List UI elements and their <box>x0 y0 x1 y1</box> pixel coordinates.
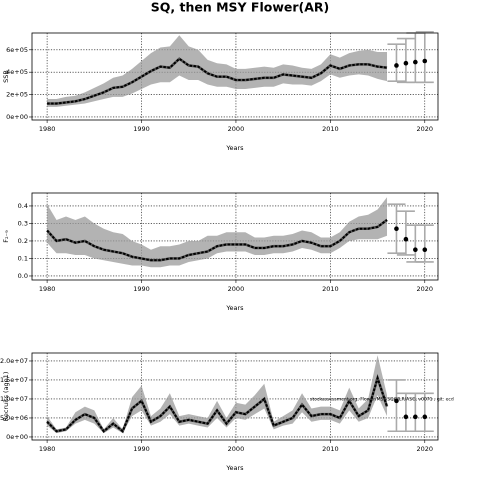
confidence-band <box>47 35 388 107</box>
y-tick-label: 0.1 <box>18 254 28 262</box>
x-tick-label: 1980 <box>39 445 56 453</box>
plot-frame <box>31 352 439 441</box>
confidence-band <box>47 355 388 434</box>
projection-point <box>413 59 418 65</box>
x-tick-label: 2000 <box>228 445 245 453</box>
y-tick-label: 0e+00 <box>6 433 28 441</box>
x-axis-label: Years <box>225 304 244 312</box>
projection-point <box>394 226 399 232</box>
x-tick-label: 1990 <box>133 285 150 293</box>
y-tick-label: 4e+05 <box>6 68 28 76</box>
plot-frame <box>31 192 439 281</box>
projection-point <box>413 414 418 420</box>
x-axis-label: Years <box>225 464 244 472</box>
y-tick-label: 0.3 <box>18 219 28 227</box>
x-tick-label: 2000 <box>228 125 245 133</box>
y-tick-label: 1.0e+07 <box>0 395 28 403</box>
x-tick-label: 1990 <box>133 125 150 133</box>
x-axis-label: Years <box>225 144 244 152</box>
x-tick-label: 1990 <box>133 445 150 453</box>
y-axis-label: SSB <box>2 70 10 83</box>
median-line-dash <box>46 374 388 433</box>
figure-title: SQ, then MSY Flower(AR) <box>151 0 330 15</box>
y-tick-label: 6e+05 <box>6 46 28 54</box>
y-tick-label: 5.0e+06 <box>0 414 28 422</box>
projection-point <box>394 63 399 68</box>
x-tick-label: 2010 <box>322 125 339 133</box>
y-tick-label: 2.0e+07 <box>0 357 28 365</box>
plot-frame <box>31 32 439 121</box>
median-line-dash <box>47 57 388 105</box>
x-tick-label: 2020 <box>417 445 434 453</box>
projection-point <box>403 414 409 420</box>
x-tick-label: 1980 <box>39 125 56 133</box>
projection-point <box>422 414 428 420</box>
y-tick-label: 0e+00 <box>6 113 28 121</box>
y-tick-label: 0.2 <box>18 237 28 245</box>
y-axis-label: F₂₋₉ <box>2 230 10 243</box>
y-tick-label: 2e+05 <box>6 91 28 99</box>
x-tick-label: 2020 <box>417 285 434 293</box>
projection-point <box>394 398 399 404</box>
y-tick-label: 0.4 <box>18 202 28 210</box>
x-tick-label: 2000 <box>228 285 245 293</box>
projection-point <box>403 60 409 66</box>
y-tick-label: 1.5e+07 <box>0 376 28 384</box>
y-tick-label: 0.0 <box>18 272 28 280</box>
x-tick-label: 1980 <box>39 285 56 293</box>
projection-point <box>413 247 418 253</box>
projection-point <box>422 247 428 253</box>
y-axis-label: Recruits (age1) <box>2 372 10 422</box>
x-tick-label: 2010 <box>322 445 339 453</box>
median-line-dash <box>46 219 388 262</box>
x-tick-label: 2010 <box>322 285 339 293</box>
projection-point <box>422 58 428 64</box>
projection-point <box>403 236 409 242</box>
annotation: stockassessment.org, Flower/MSY-SQ/MLR/A… <box>310 397 454 403</box>
x-tick-label: 2020 <box>417 125 434 133</box>
confidence-band <box>47 197 388 268</box>
